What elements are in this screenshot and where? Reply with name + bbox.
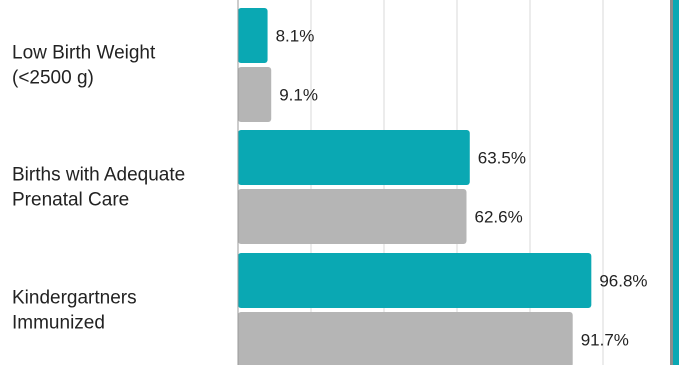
data-label: 91.7%	[581, 331, 629, 350]
category-label: (<2500 g)	[12, 68, 94, 89]
side-stripe-shadow	[670, 0, 674, 365]
side-accent-stripe	[673, 0, 679, 365]
data-label: 62.6%	[474, 208, 522, 227]
category-label: Births with Adequate	[12, 165, 185, 186]
data-label: 8.1%	[276, 27, 315, 46]
data-label: 9.1%	[279, 86, 318, 105]
bar	[238, 67, 272, 122]
bar	[238, 253, 592, 308]
bar	[238, 8, 268, 63]
category-label: Immunized	[12, 313, 105, 334]
bar	[238, 189, 467, 244]
data-label: 96.8%	[599, 272, 647, 291]
category-label: Prenatal Care	[12, 190, 129, 211]
bar	[238, 312, 573, 365]
category-label: Kindergartners	[12, 288, 137, 309]
data-label: 63.5%	[478, 149, 526, 168]
bar	[238, 130, 470, 185]
category-label: Low Birth Weight	[12, 43, 156, 64]
